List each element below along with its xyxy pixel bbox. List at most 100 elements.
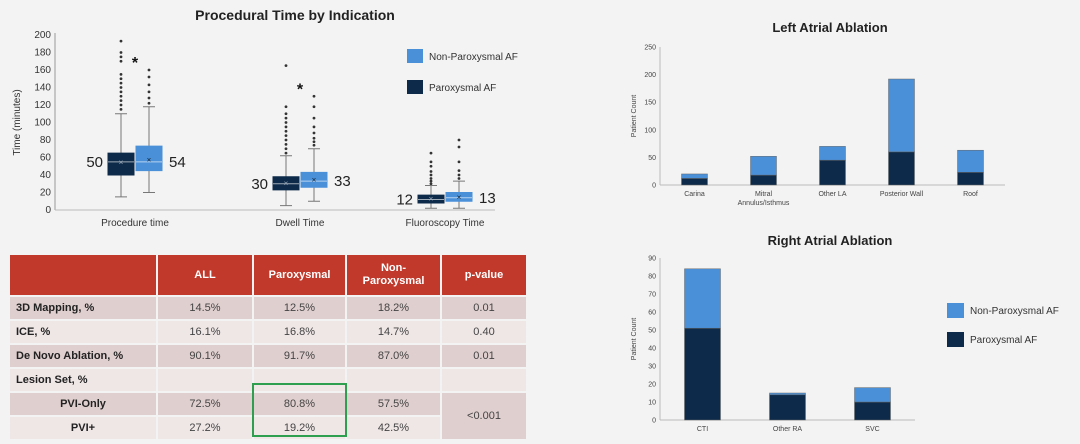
outlier-point-parox bbox=[119, 81, 123, 85]
boxplot-y-tick-label: 80 bbox=[40, 135, 52, 146]
table-row: 3D Mapping, % 14.5% 12.5% 18.2% 0.01 bbox=[8, 295, 528, 321]
outlier-point-nonparox bbox=[147, 68, 151, 72]
cell-nonparox: 18.2% bbox=[345, 295, 442, 321]
mean-marker-nonparox: × bbox=[457, 193, 462, 202]
outlier-point-parox bbox=[119, 77, 123, 81]
outlier-point-parox bbox=[119, 90, 123, 94]
bar-segment-nonparox bbox=[684, 268, 721, 329]
right-atrial-chart: Right Atrial Ablation Patient Count 0 10 20 3… bbox=[631, 233, 1059, 433]
boxplot-y-tick-label: 140 bbox=[34, 83, 51, 94]
boxplot-y-tick-label: 0 bbox=[45, 205, 51, 216]
outlier-point-parox bbox=[119, 94, 123, 98]
category-label: CTI bbox=[697, 426, 708, 433]
bar-segment-nonparox bbox=[819, 146, 846, 161]
bar-segment-nonparox bbox=[769, 392, 806, 396]
outlier-point-nonparox bbox=[147, 96, 151, 100]
mean-marker-nonparox: × bbox=[312, 175, 317, 184]
y-tick-label: 80 bbox=[648, 274, 656, 281]
bar-segment-nonparox bbox=[750, 156, 777, 176]
bar-segment-parox bbox=[750, 174, 777, 186]
outlier-point-parox bbox=[284, 112, 288, 116]
cell-nonparox: 87.0% bbox=[345, 343, 442, 369]
box-nonparox bbox=[300, 171, 328, 188]
outlier-point-parox bbox=[284, 142, 288, 146]
bar-segment-nonparox bbox=[888, 78, 915, 153]
boxplot-ylabel: Time (minutes) bbox=[12, 89, 23, 155]
category-label: Posterior Wall bbox=[880, 191, 924, 198]
outlier-point-nonparox bbox=[147, 101, 151, 105]
legend-swatch-parox bbox=[947, 332, 964, 347]
cell-pvalue: <0.001 bbox=[440, 391, 528, 441]
box-nonparox bbox=[445, 192, 473, 202]
mean-marker-nonparox: × bbox=[147, 155, 152, 164]
cell-nonparox: 14.7% bbox=[345, 319, 442, 345]
mean-marker-parox: × bbox=[284, 179, 289, 188]
legend-swatch-nonparox bbox=[947, 303, 964, 318]
parox-median-label: 50 bbox=[86, 154, 103, 171]
y-tick-label: 60 bbox=[648, 310, 656, 317]
y-tick-label: 250 bbox=[644, 45, 656, 52]
cell-all: 72.5% bbox=[156, 391, 254, 417]
y-tick-label: 0 bbox=[652, 418, 656, 425]
y-tick-label: 50 bbox=[648, 328, 656, 335]
table-header-blank bbox=[8, 253, 158, 297]
mean-marker-parox: × bbox=[429, 195, 434, 204]
row-label: ICE, % bbox=[8, 319, 158, 345]
boxplot-y-tick-label: 20 bbox=[40, 188, 52, 199]
category-label: SVC bbox=[865, 426, 879, 433]
outlier-point-parox bbox=[429, 160, 433, 164]
group-label: Dwell Time bbox=[276, 218, 325, 229]
mean-marker-parox: × bbox=[119, 158, 124, 167]
outlier-point-parox bbox=[429, 170, 433, 173]
outlier-point-nonparox bbox=[312, 143, 316, 147]
bar-segment-parox bbox=[888, 151, 915, 186]
legend-swatch-nonparox bbox=[407, 49, 423, 63]
table-header-row: ALL Paroxysmal Non- Paroxysmal p-value bbox=[8, 253, 528, 297]
stats-table: ALL Paroxysmal Non- Paroxysmal p-value 3D… bbox=[8, 253, 528, 441]
outlier-point-parox bbox=[429, 164, 433, 168]
outlier-point-nonparox bbox=[457, 173, 461, 177]
boxplot-chart: Procedural Time by Indication Time (minut… bbox=[12, 7, 518, 229]
y-tick-label: 50 bbox=[648, 155, 656, 162]
outlier-point-parox bbox=[284, 64, 288, 68]
table-header-nonparox: Non- Paroxysmal bbox=[345, 253, 442, 297]
boxplot-y-tick-label: 120 bbox=[34, 100, 51, 111]
row-label: 3D Mapping, % bbox=[8, 295, 158, 321]
outlier-point-parox bbox=[284, 138, 288, 142]
outlier-point-nonparox bbox=[147, 75, 151, 79]
y-tick-label: 30 bbox=[648, 364, 656, 371]
y-tick-label: 40 bbox=[648, 346, 656, 353]
parox-median-label: 30 bbox=[251, 176, 268, 193]
y-tick-label: 200 bbox=[644, 72, 656, 79]
cell-pvalue: 0.01 bbox=[440, 343, 528, 369]
outlier-point-parox bbox=[119, 103, 123, 107]
boxplot-y-tick-label: 160 bbox=[34, 65, 51, 76]
outlier-point-parox bbox=[429, 151, 433, 155]
cell-parox bbox=[252, 367, 347, 393]
category-label: Other LA bbox=[818, 191, 846, 198]
outlier-point-nonparox bbox=[312, 116, 316, 120]
outlier-point-nonparox bbox=[312, 140, 316, 144]
y-tick-label: 90 bbox=[648, 256, 656, 263]
bar-segment-nonparox bbox=[681, 173, 708, 179]
outlier-point-nonparox bbox=[457, 160, 461, 164]
outlier-point-parox bbox=[284, 116, 288, 120]
y-tick-label: 0 bbox=[652, 183, 656, 190]
cell-all: 16.1% bbox=[156, 319, 254, 345]
outlier-point-parox bbox=[284, 105, 288, 109]
boxplot-panel: Procedural Time by Indication Time (minut… bbox=[0, 0, 540, 240]
legend-label-nonparox: Non-Paroxysmal AF bbox=[429, 52, 518, 63]
row-label: PVI-Only bbox=[8, 391, 158, 417]
category-label: Mitral bbox=[755, 191, 773, 198]
nonparox-median-label: 54 bbox=[169, 154, 186, 171]
cell-all: 14.5% bbox=[156, 295, 254, 321]
outlier-point-nonparox bbox=[312, 131, 316, 135]
outlier-point-parox bbox=[429, 182, 433, 186]
outlier-point-parox bbox=[284, 147, 288, 151]
outlier-point-parox bbox=[119, 86, 123, 89]
box-parox bbox=[107, 152, 135, 176]
category-label: Annulus/Isthmus bbox=[738, 200, 790, 207]
outlier-point-nonparox bbox=[147, 90, 151, 94]
boxplot-title: Procedural Time by Indication bbox=[195, 7, 395, 23]
bar-segment-parox bbox=[819, 159, 846, 186]
